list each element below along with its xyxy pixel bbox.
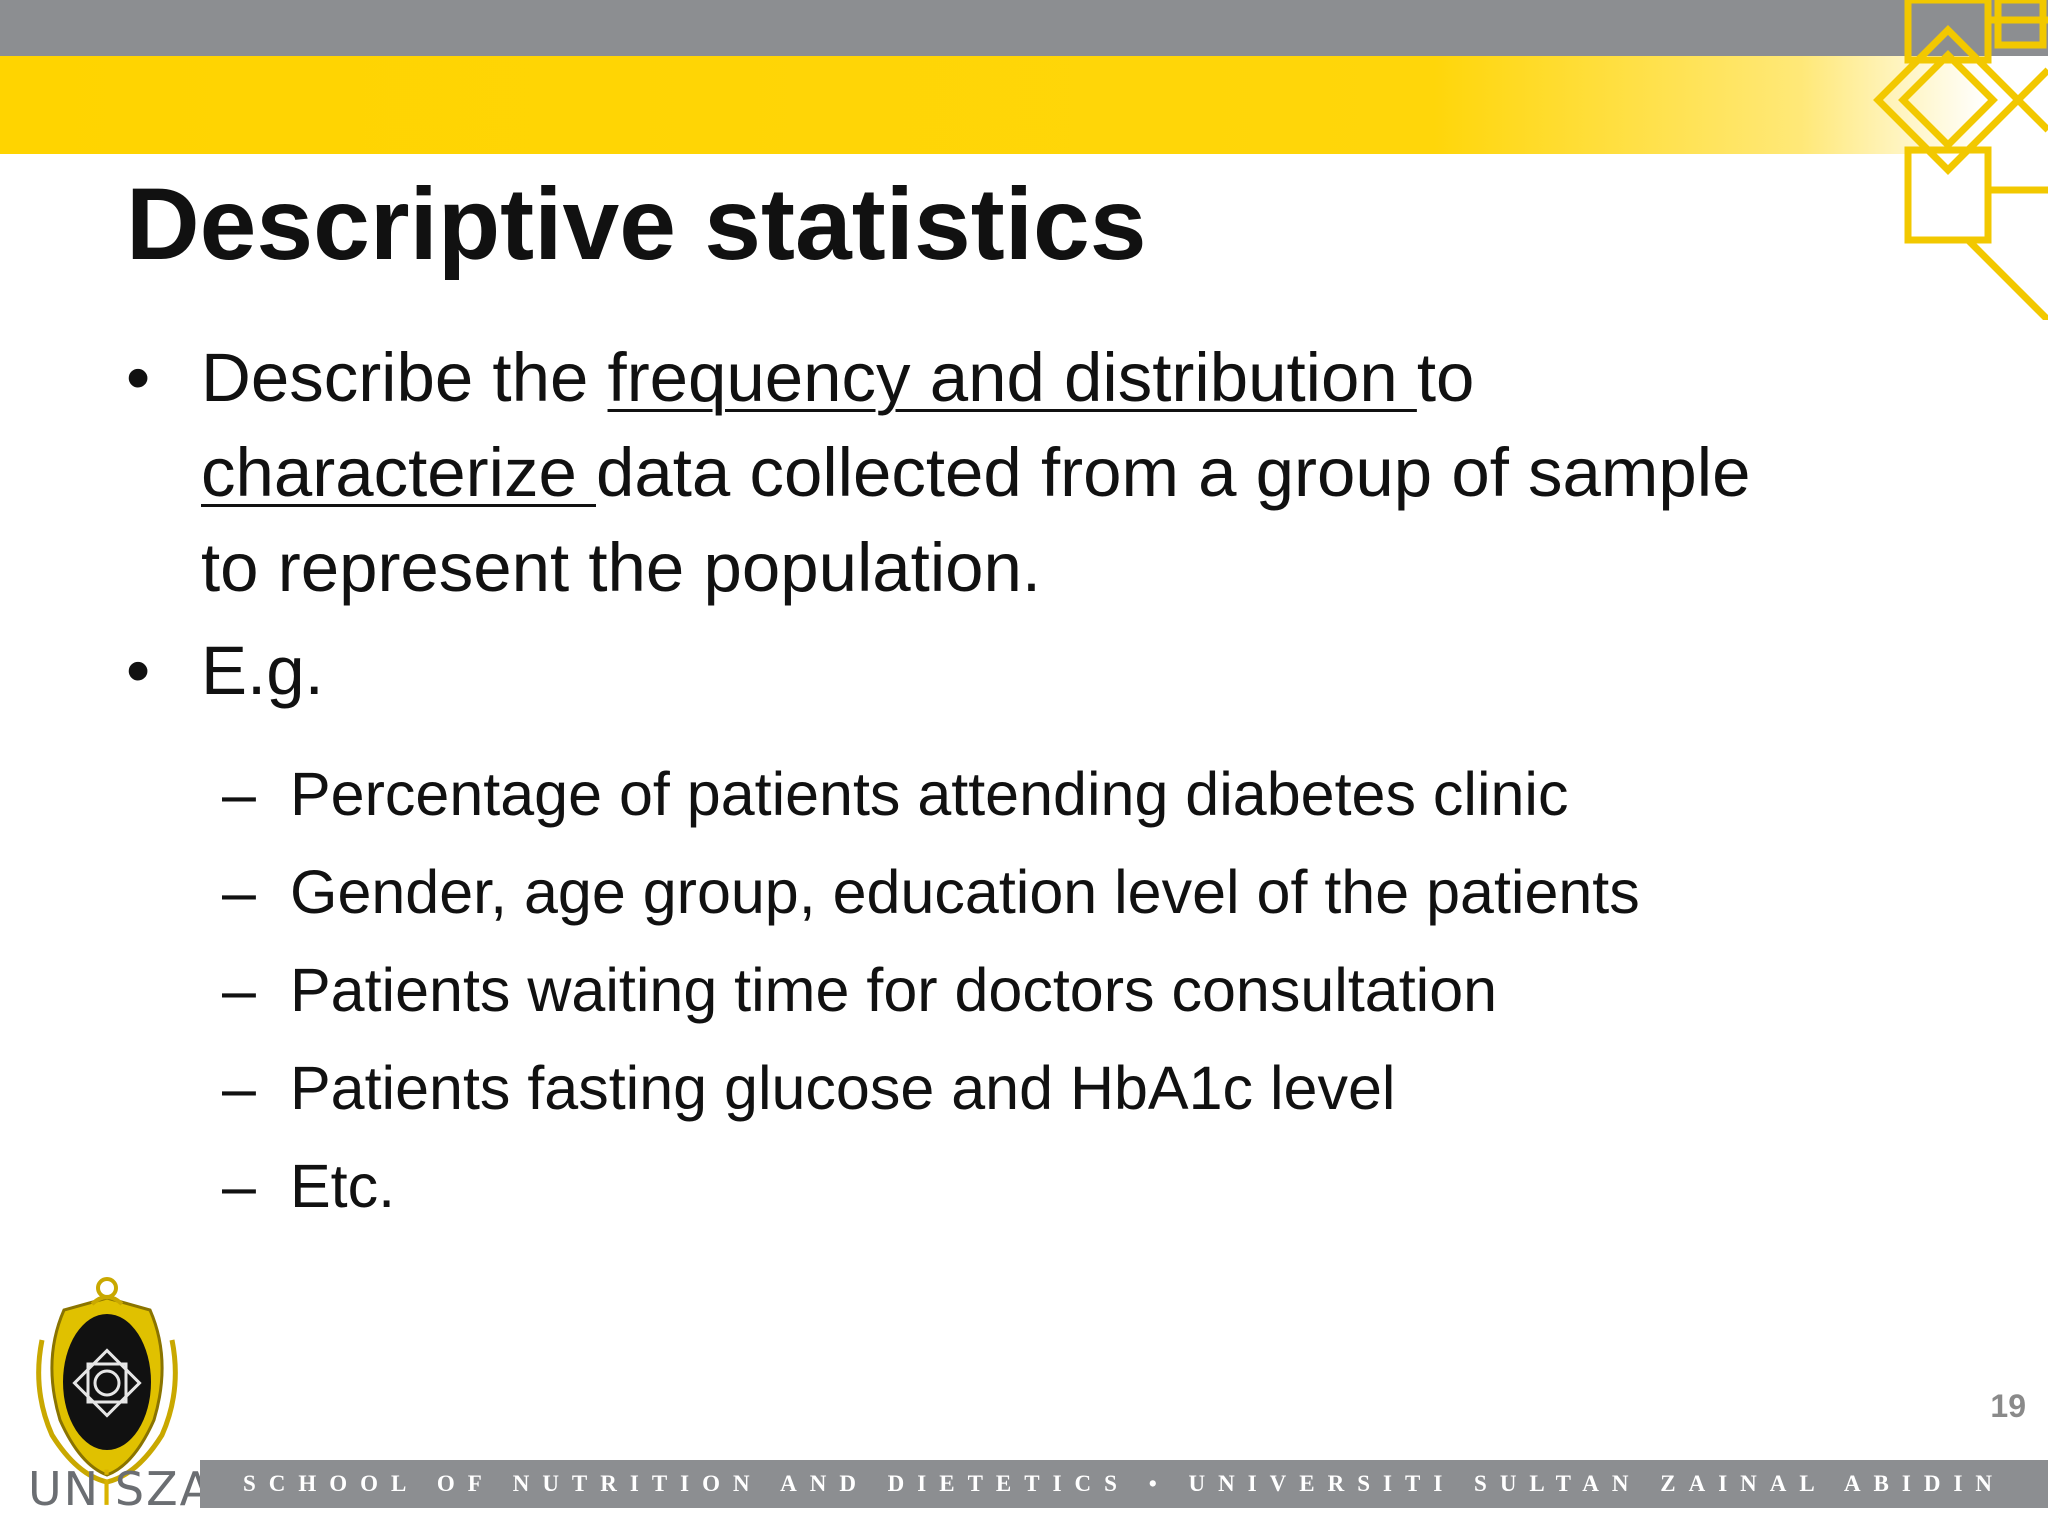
sub-bullet-list: – Percentage of patients attending diabe… xyxy=(222,745,1922,1235)
bullet-marker: • xyxy=(126,339,151,416)
slide-title: Descriptive statistics xyxy=(126,167,1147,281)
header-yellow-band xyxy=(0,56,2048,154)
uniza-logo: UNiSZA xyxy=(28,1462,214,1516)
footer-text: SCHOOL OF NUTRITION AND DIETETICS • UNIV… xyxy=(242,1471,2006,1496)
sub-bullet-text: Patients waiting time for doctors consul… xyxy=(290,956,1498,1024)
underlined-phrase: characterize xyxy=(201,434,596,511)
dash-marker: – xyxy=(222,1054,256,1122)
footer-bar: SCHOOL OF NUTRITION AND DIETETICS • UNIV… xyxy=(200,1460,2048,1508)
sub-bullet-item: – Etc. xyxy=(222,1137,1922,1235)
bullet-marker: • xyxy=(126,632,151,709)
bullet-item: • Describe the frequency and distributio… xyxy=(126,330,1826,615)
bullet-text: E.g. xyxy=(201,632,324,709)
bullet-text-mid: to xyxy=(1416,339,1475,416)
header-gray-band xyxy=(0,0,2048,56)
dash-marker: – xyxy=(222,760,256,828)
dash-marker: – xyxy=(222,956,256,1024)
sub-bullet-item: – Gender, age group, education level of … xyxy=(222,843,1922,941)
bullet-list: • Describe the frequency and distributio… xyxy=(126,330,1826,718)
university-crest-icon xyxy=(36,1277,178,1485)
sub-bullet-text: Patients fasting glucose and HbA1c level xyxy=(290,1054,1396,1122)
sub-bullet-item: – Patients fasting glucose and HbA1c lev… xyxy=(222,1039,1922,1137)
sub-bullet-item: – Patients waiting time for doctors cons… xyxy=(222,941,1922,1039)
sub-bullet-text: Etc. xyxy=(290,1152,396,1220)
page-number: 19 xyxy=(1990,1388,2026,1424)
dash-marker: – xyxy=(222,858,256,926)
corner-ornament-icon xyxy=(1873,0,2048,320)
underlined-phrase: frequency and distribution xyxy=(607,339,1417,416)
sub-bullet-text: Gender, age group, education level of th… xyxy=(290,858,1640,926)
bullet-text-post: data collected from a group of sample to… xyxy=(201,434,1751,606)
sub-bullet-item: – Percentage of patients attending diabe… xyxy=(222,745,1922,843)
bullet-item: • E.g. xyxy=(126,623,1826,718)
sub-bullet-text: Percentage of patients attending diabete… xyxy=(290,760,1569,828)
dash-marker: – xyxy=(222,1152,256,1220)
bullet-text-pre: Describe the xyxy=(201,339,608,416)
